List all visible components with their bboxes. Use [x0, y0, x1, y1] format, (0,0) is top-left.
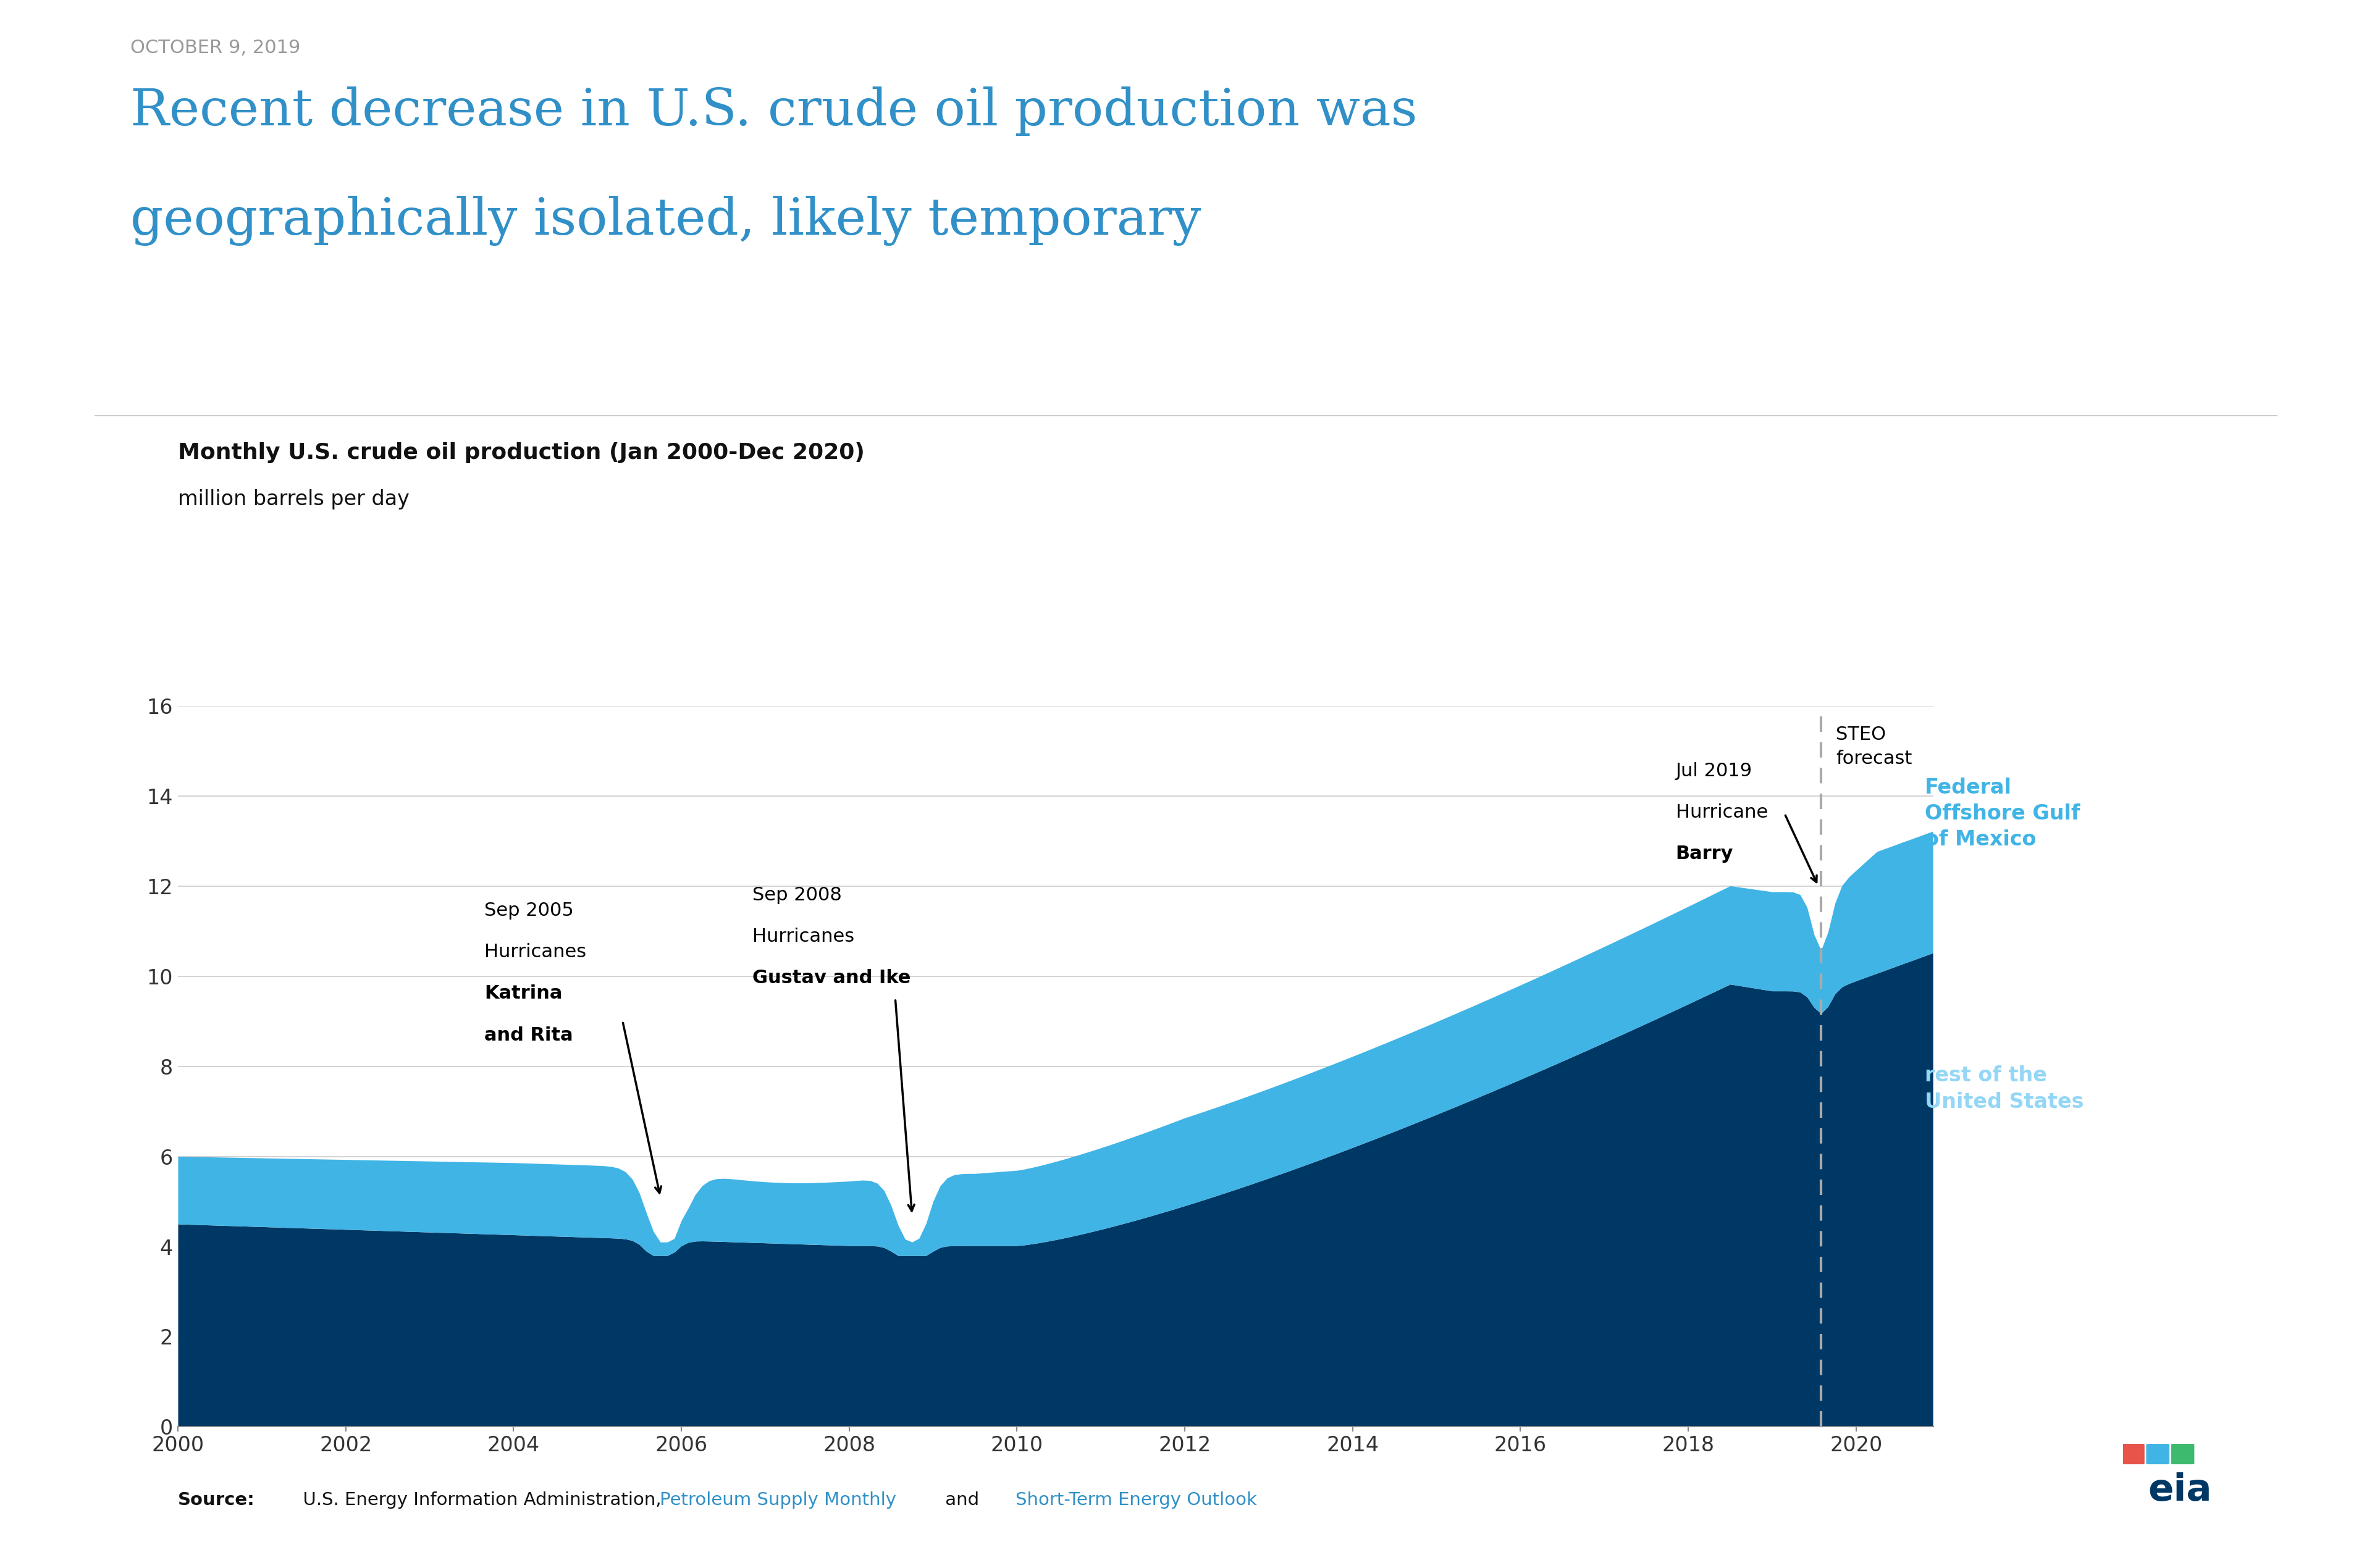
Text: U.S. Energy Information Administration,: U.S. Energy Information Administration, — [292, 1491, 667, 1508]
Text: million barrels per day: million barrels per day — [178, 489, 410, 510]
Text: Katrina: Katrina — [484, 985, 562, 1002]
Text: Hurricane: Hurricane — [1675, 803, 1767, 822]
Text: STEO
forecast: STEO forecast — [1836, 726, 1912, 767]
Text: and Rita: and Rita — [484, 1025, 574, 1044]
Text: Jul 2019: Jul 2019 — [1675, 762, 1753, 779]
Text: Short-Term Energy Outlook: Short-Term Energy Outlook — [1015, 1491, 1257, 1508]
Text: Federal
Offshore Gulf
of Mexico: Federal Offshore Gulf of Mexico — [1924, 778, 2080, 850]
Text: OCTOBER 9, 2019: OCTOBER 9, 2019 — [130, 39, 301, 56]
FancyBboxPatch shape — [2170, 1444, 2194, 1465]
FancyBboxPatch shape — [2147, 1444, 2170, 1465]
Text: Petroleum Supply Monthly: Petroleum Supply Monthly — [659, 1491, 897, 1508]
Text: Hurricanes: Hurricanes — [752, 927, 854, 946]
Text: Monthly U.S. crude oil production (Jan 2000-Dec 2020): Monthly U.S. crude oil production (Jan 2… — [178, 442, 866, 463]
Text: rest of the
United States: rest of the United States — [1924, 1066, 2085, 1112]
FancyBboxPatch shape — [2121, 1444, 2144, 1465]
Text: Recent decrease in U.S. crude oil production was: Recent decrease in U.S. crude oil produc… — [130, 86, 1418, 136]
Text: and: and — [939, 1491, 984, 1508]
Text: Source:: Source: — [178, 1491, 254, 1508]
Text: Hurricanes: Hurricanes — [484, 944, 586, 961]
Text: geographically isolated, likely temporary: geographically isolated, likely temporar… — [130, 196, 1200, 246]
Text: eia: eia — [2149, 1472, 2211, 1508]
Text: Barry: Barry — [1675, 845, 1734, 862]
Text: Gustav and Ike: Gustav and Ike — [752, 969, 911, 986]
Text: Sep 2005: Sep 2005 — [484, 902, 574, 919]
Text: Sep 2008: Sep 2008 — [752, 886, 842, 903]
